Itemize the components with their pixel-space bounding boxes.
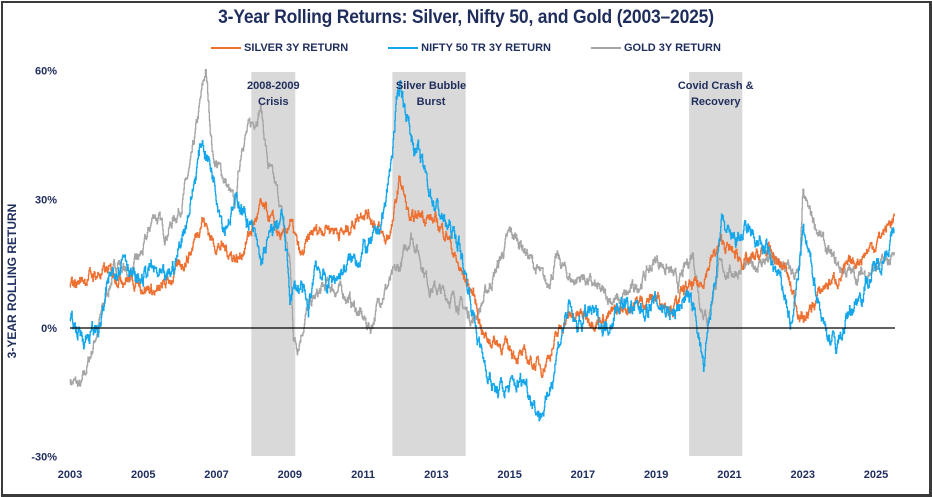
chart-title: 3-Year Rolling Returns: Silver, Nifty 50…: [218, 7, 714, 28]
shaded-regions: [251, 72, 743, 456]
y-tick-label: 60%: [35, 66, 57, 78]
x-tick-label: 2003: [58, 469, 82, 481]
legend-label-nifty: NIFTY 50 TR 3Y RETURN: [421, 42, 551, 54]
legend-label-silver: SILVER 3Y RETURN: [244, 42, 349, 54]
x-tick-label: 2011: [351, 469, 375, 481]
shaded-region-label: Covid Crash &: [678, 80, 754, 92]
shaded-region-label: Recovery: [691, 96, 741, 108]
series-line-silver: [69, 175, 895, 378]
shaded-region: [689, 72, 743, 456]
y-ticks: 60% 30% 0% -30%: [31, 66, 57, 464]
x-tick-label: 2013: [424, 469, 448, 481]
legend-swatch-nifty: [388, 47, 419, 49]
x-tick-label: 2021: [717, 469, 741, 481]
annotations: 2008-2009 Crisis Silver Bubble Burst Covid C…: [247, 80, 754, 108]
legend-swatch-gold: [590, 47, 621, 49]
series-line-nifty: [69, 79, 895, 422]
x-tick-label: 2005: [131, 469, 155, 481]
shaded-region-label: 2008-2009: [247, 80, 300, 92]
legend-item-nifty: NIFTY 50 TR 3Y RETURN: [388, 42, 551, 54]
shaded-region-label: Silver Bubble: [396, 80, 466, 92]
x-tick-label: 2019: [644, 469, 668, 481]
x-tick-label: 2023: [790, 469, 814, 481]
legend-item-gold: GOLD 3Y RETURN: [590, 42, 721, 54]
x-tick-label: 2025: [864, 469, 888, 481]
shaded-region-label: Burst: [417, 96, 446, 108]
series-line-gold: [69, 69, 895, 387]
shaded-region: [251, 72, 296, 456]
legend-swatch-silver: [211, 47, 242, 49]
x-ticks: 2003 2005 2007 2009 2011 2013 2015 2017 2019 2021…: [58, 469, 888, 481]
x-tick-label: 2009: [278, 469, 302, 481]
shaded-region-label: Crisis: [258, 96, 289, 108]
y-tick-label: 0%: [41, 323, 57, 335]
series-lines: [69, 69, 895, 422]
y-tick-label: -30%: [31, 452, 57, 464]
shaded-region: [392, 72, 466, 456]
legend: SILVER 3Y RETURN NIFTY 50 TR 3Y RETURN G…: [0, 42, 932, 54]
legend-label-gold: GOLD 3Y RETURN: [623, 42, 721, 54]
legend-item-silver: SILVER 3Y RETURN: [211, 42, 348, 54]
x-tick-label: 2015: [497, 469, 521, 481]
x-tick-label: 2007: [204, 469, 228, 481]
y-tick-label: 30%: [35, 194, 57, 206]
x-tick-label: 2017: [571, 469, 595, 481]
